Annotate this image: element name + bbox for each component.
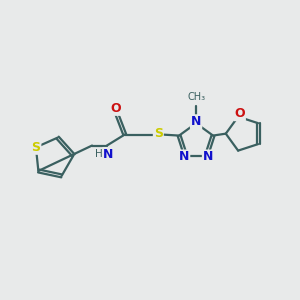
Text: CH₃: CH₃ [187, 92, 205, 102]
Text: S: S [154, 128, 163, 140]
Text: H: H [95, 149, 103, 160]
Text: N: N [191, 115, 201, 128]
Text: O: O [234, 107, 245, 120]
Text: N: N [179, 151, 189, 164]
Text: O: O [110, 102, 121, 115]
Text: N: N [203, 151, 213, 164]
Text: N: N [103, 148, 114, 161]
Text: S: S [32, 141, 40, 154]
